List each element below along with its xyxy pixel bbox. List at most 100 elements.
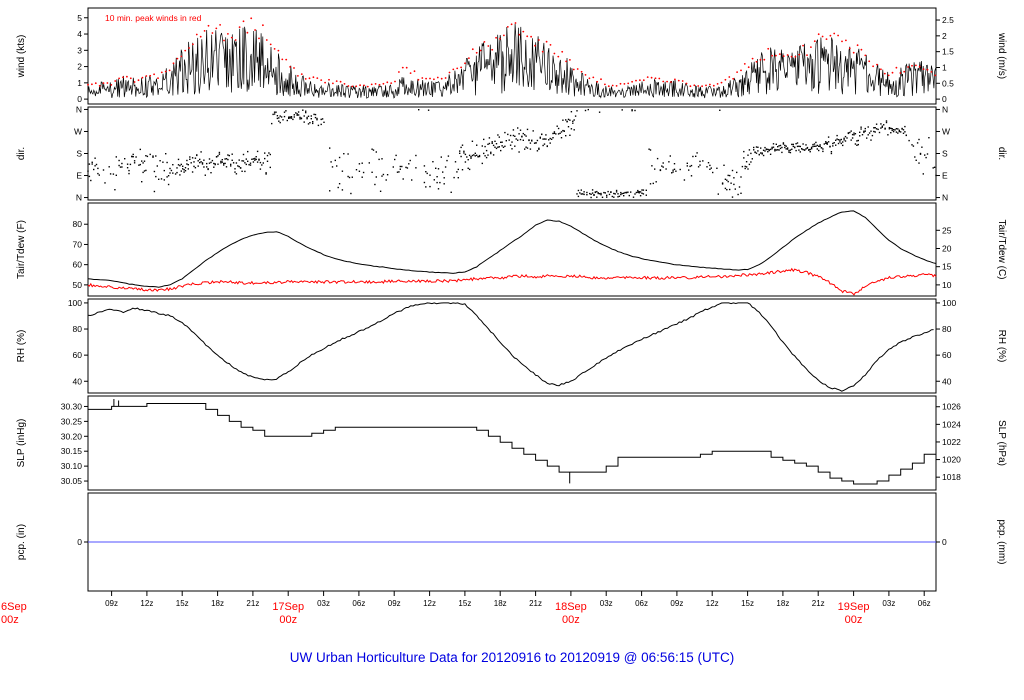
- wind-dir-dot: [210, 161, 212, 164]
- peak-wind-dot: [712, 84, 715, 87]
- x-tick-label: 09z: [670, 599, 683, 608]
- peak-wind-dot: [514, 22, 517, 24]
- wind-dir-dot: [172, 164, 174, 166]
- wind-dir-dot: [744, 167, 746, 170]
- y-tick-label-right: 1026: [942, 402, 961, 412]
- wind-dir-dot: [249, 162, 252, 164]
- peak-wind-dot: [464, 62, 466, 65]
- peak-wind-dot: [526, 35, 529, 38]
- wind-dir-dot: [771, 148, 773, 150]
- wind-dir-dot: [552, 137, 554, 139]
- peak-wind-dot: [230, 36, 233, 39]
- wind-dir-dot: [255, 156, 257, 158]
- wind-dir-dot: [459, 150, 461, 152]
- wind-dir-dot: [689, 165, 691, 168]
- wind-dir-dot: [371, 148, 373, 150]
- y-tick-label-right: 2.5: [942, 15, 954, 25]
- peak-wind-dot: [899, 72, 902, 74]
- y-tick-label-left: 40: [73, 376, 83, 386]
- wind-dir-dot: [774, 148, 776, 151]
- wind-dir-dot: [638, 192, 640, 194]
- wind-dir-dot: [726, 179, 728, 181]
- y-tick-label-left: 80: [73, 219, 83, 229]
- wind-dir-dot: [539, 137, 541, 139]
- wind-dir-dot: [608, 193, 611, 196]
- axis-label-left-slp: SLP (inHg): [16, 419, 27, 468]
- wind-dir-dot: [765, 148, 768, 151]
- wind-dir-dot: [187, 164, 189, 166]
- wind-dir-dot: [799, 151, 801, 153]
- wind-dir-dot: [149, 153, 151, 156]
- wind-dir-dot: [576, 193, 578, 195]
- peak-wind-dot: [709, 83, 711, 86]
- wind-dir-dot: [933, 166, 936, 168]
- wind-dir-dot: [193, 161, 195, 163]
- wind-dir-dot: [303, 121, 305, 123]
- wind-dir-dot: [850, 130, 852, 132]
- wind-dir-dot: [818, 145, 820, 147]
- wind-dir-dot: [895, 128, 898, 130]
- wind-dir-dot: [617, 196, 619, 198]
- wind-dir-dot: [488, 142, 491, 145]
- wind-dir-dot: [559, 132, 561, 134]
- peak-wind-dot: [328, 78, 330, 81]
- wind-dir-dot: [740, 192, 742, 194]
- peak-wind-dot: [798, 53, 801, 56]
- wind-dir-dot: [860, 126, 862, 128]
- peak-wind-dot: [911, 64, 913, 67]
- wind-dir-dot: [905, 134, 907, 136]
- wind-dir-dot: [305, 110, 307, 112]
- wind-dir-dot: [825, 142, 827, 144]
- wind-dir-dot: [785, 145, 787, 147]
- wind-dir-dot: [265, 172, 267, 174]
- y-tick-label-right: 0: [942, 94, 947, 104]
- wind-dir-dot: [184, 167, 187, 169]
- wind-dir-dot: [314, 113, 317, 116]
- peak-wind-dot: [273, 48, 276, 50]
- wind-dir-dot: [289, 117, 291, 119]
- wind-dir-dot: [753, 149, 755, 151]
- wind-dir-dot: [582, 193, 584, 195]
- y-tick-label-left: 0: [77, 537, 82, 547]
- wind-dir-dot: [142, 171, 144, 174]
- wind-dir-dot: [207, 168, 209, 170]
- wind-dir-dot: [637, 191, 639, 193]
- wind-dir-dot: [570, 111, 573, 113]
- peak-wind-dot: [817, 33, 820, 36]
- peak-wind-dot: [312, 76, 315, 79]
- wind-dir-dot: [338, 183, 341, 185]
- wind-dir-dot: [651, 165, 653, 167]
- wind-dir-dot: [851, 137, 854, 139]
- wind-dir-dot: [348, 176, 351, 179]
- wind-dir-dot: [712, 171, 714, 174]
- peak-wind-dot: [670, 81, 672, 83]
- wind-dir-dot: [467, 167, 469, 169]
- wind-dir-dot: [669, 155, 671, 157]
- peak-wind-dot: [285, 58, 288, 61]
- wind-dir-dot: [471, 154, 474, 157]
- wind-dir-dot: [108, 166, 110, 168]
- wind-dir-dot: [305, 111, 307, 114]
- peak-wind-dot: [845, 39, 847, 42]
- wind-dir-dot: [512, 134, 515, 137]
- wind-dir-dot: [512, 129, 515, 131]
- wind-dir-dot: [507, 133, 509, 136]
- wind-dir-dot: [860, 128, 862, 130]
- wind-dir-dot: [446, 159, 448, 162]
- wind-dir-dot: [843, 139, 845, 141]
- wind-dir-dot: [767, 151, 769, 153]
- wind-dir-dot: [614, 193, 616, 195]
- wind-dir-dot: [546, 145, 548, 148]
- wind-dir-dot: [386, 174, 389, 176]
- wind-dir-dot: [220, 162, 222, 164]
- wind-dir-dot: [331, 166, 334, 168]
- peak-wind-dot: [689, 85, 692, 88]
- peak-wind-dot: [635, 79, 637, 82]
- wind-dir-dot: [224, 162, 226, 165]
- wind-dir-dot: [672, 171, 674, 173]
- wind-dir-dot: [731, 169, 734, 172]
- wind-dir-dot: [565, 135, 567, 137]
- peak-wind-dot: [883, 72, 886, 75]
- wind-dir-dot: [792, 145, 794, 148]
